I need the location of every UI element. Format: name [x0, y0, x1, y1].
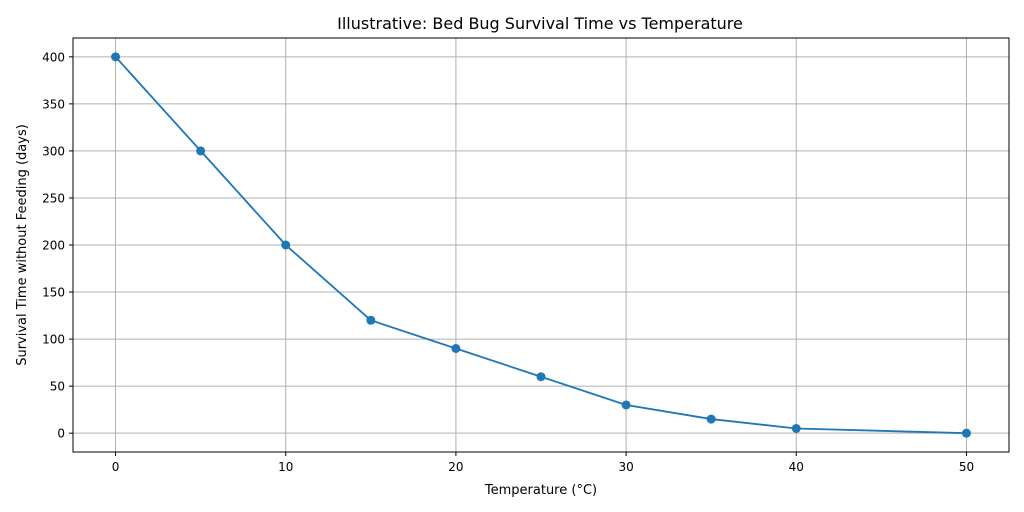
x-tick-label: 40 — [789, 460, 804, 474]
x-axis-label: Temperature (°C) — [484, 483, 597, 498]
data-point — [536, 372, 546, 382]
y-tick-label: 150 — [42, 286, 65, 300]
data-point — [366, 315, 376, 325]
y-tick-label: 200 — [42, 239, 65, 253]
y-tick-label: 100 — [42, 333, 65, 347]
ticks: 0 10 20 30 40 50 0 50 100 150 200 250 300 350 400 — [42, 50, 974, 474]
data-point — [111, 52, 121, 62]
axes-frame — [72, 37, 1010, 453]
data-point — [791, 423, 801, 433]
x-tick-label: 0 — [112, 460, 120, 474]
y-tick-label: 50 — [50, 380, 65, 394]
x-tick-label: 30 — [618, 460, 633, 474]
data-point — [281, 240, 291, 250]
grid — [73, 38, 1009, 452]
y-tick-label: 250 — [42, 191, 65, 205]
data-point — [451, 344, 461, 353]
chart-title: Illustrative: Bed Bug Survival Time vs T… — [337, 14, 743, 33]
y-tick-label: 350 — [42, 97, 65, 111]
data-point — [196, 146, 206, 156]
y-axis-label: Survival Time without Feeding (days) — [15, 124, 30, 366]
x-tick-label: 50 — [959, 460, 974, 474]
y-tick-label: 400 — [42, 50, 65, 64]
y-tick-label: 0 — [57, 427, 65, 441]
data-point — [961, 428, 971, 438]
data-point — [621, 400, 631, 410]
series-line — [114, 56, 967, 435]
y-tick-label: 300 — [42, 144, 65, 158]
x-tick-label: 10 — [278, 460, 293, 474]
x-tick-label: 20 — [448, 460, 463, 474]
plot-area — [111, 52, 971, 438]
data-point — [706, 414, 716, 424]
